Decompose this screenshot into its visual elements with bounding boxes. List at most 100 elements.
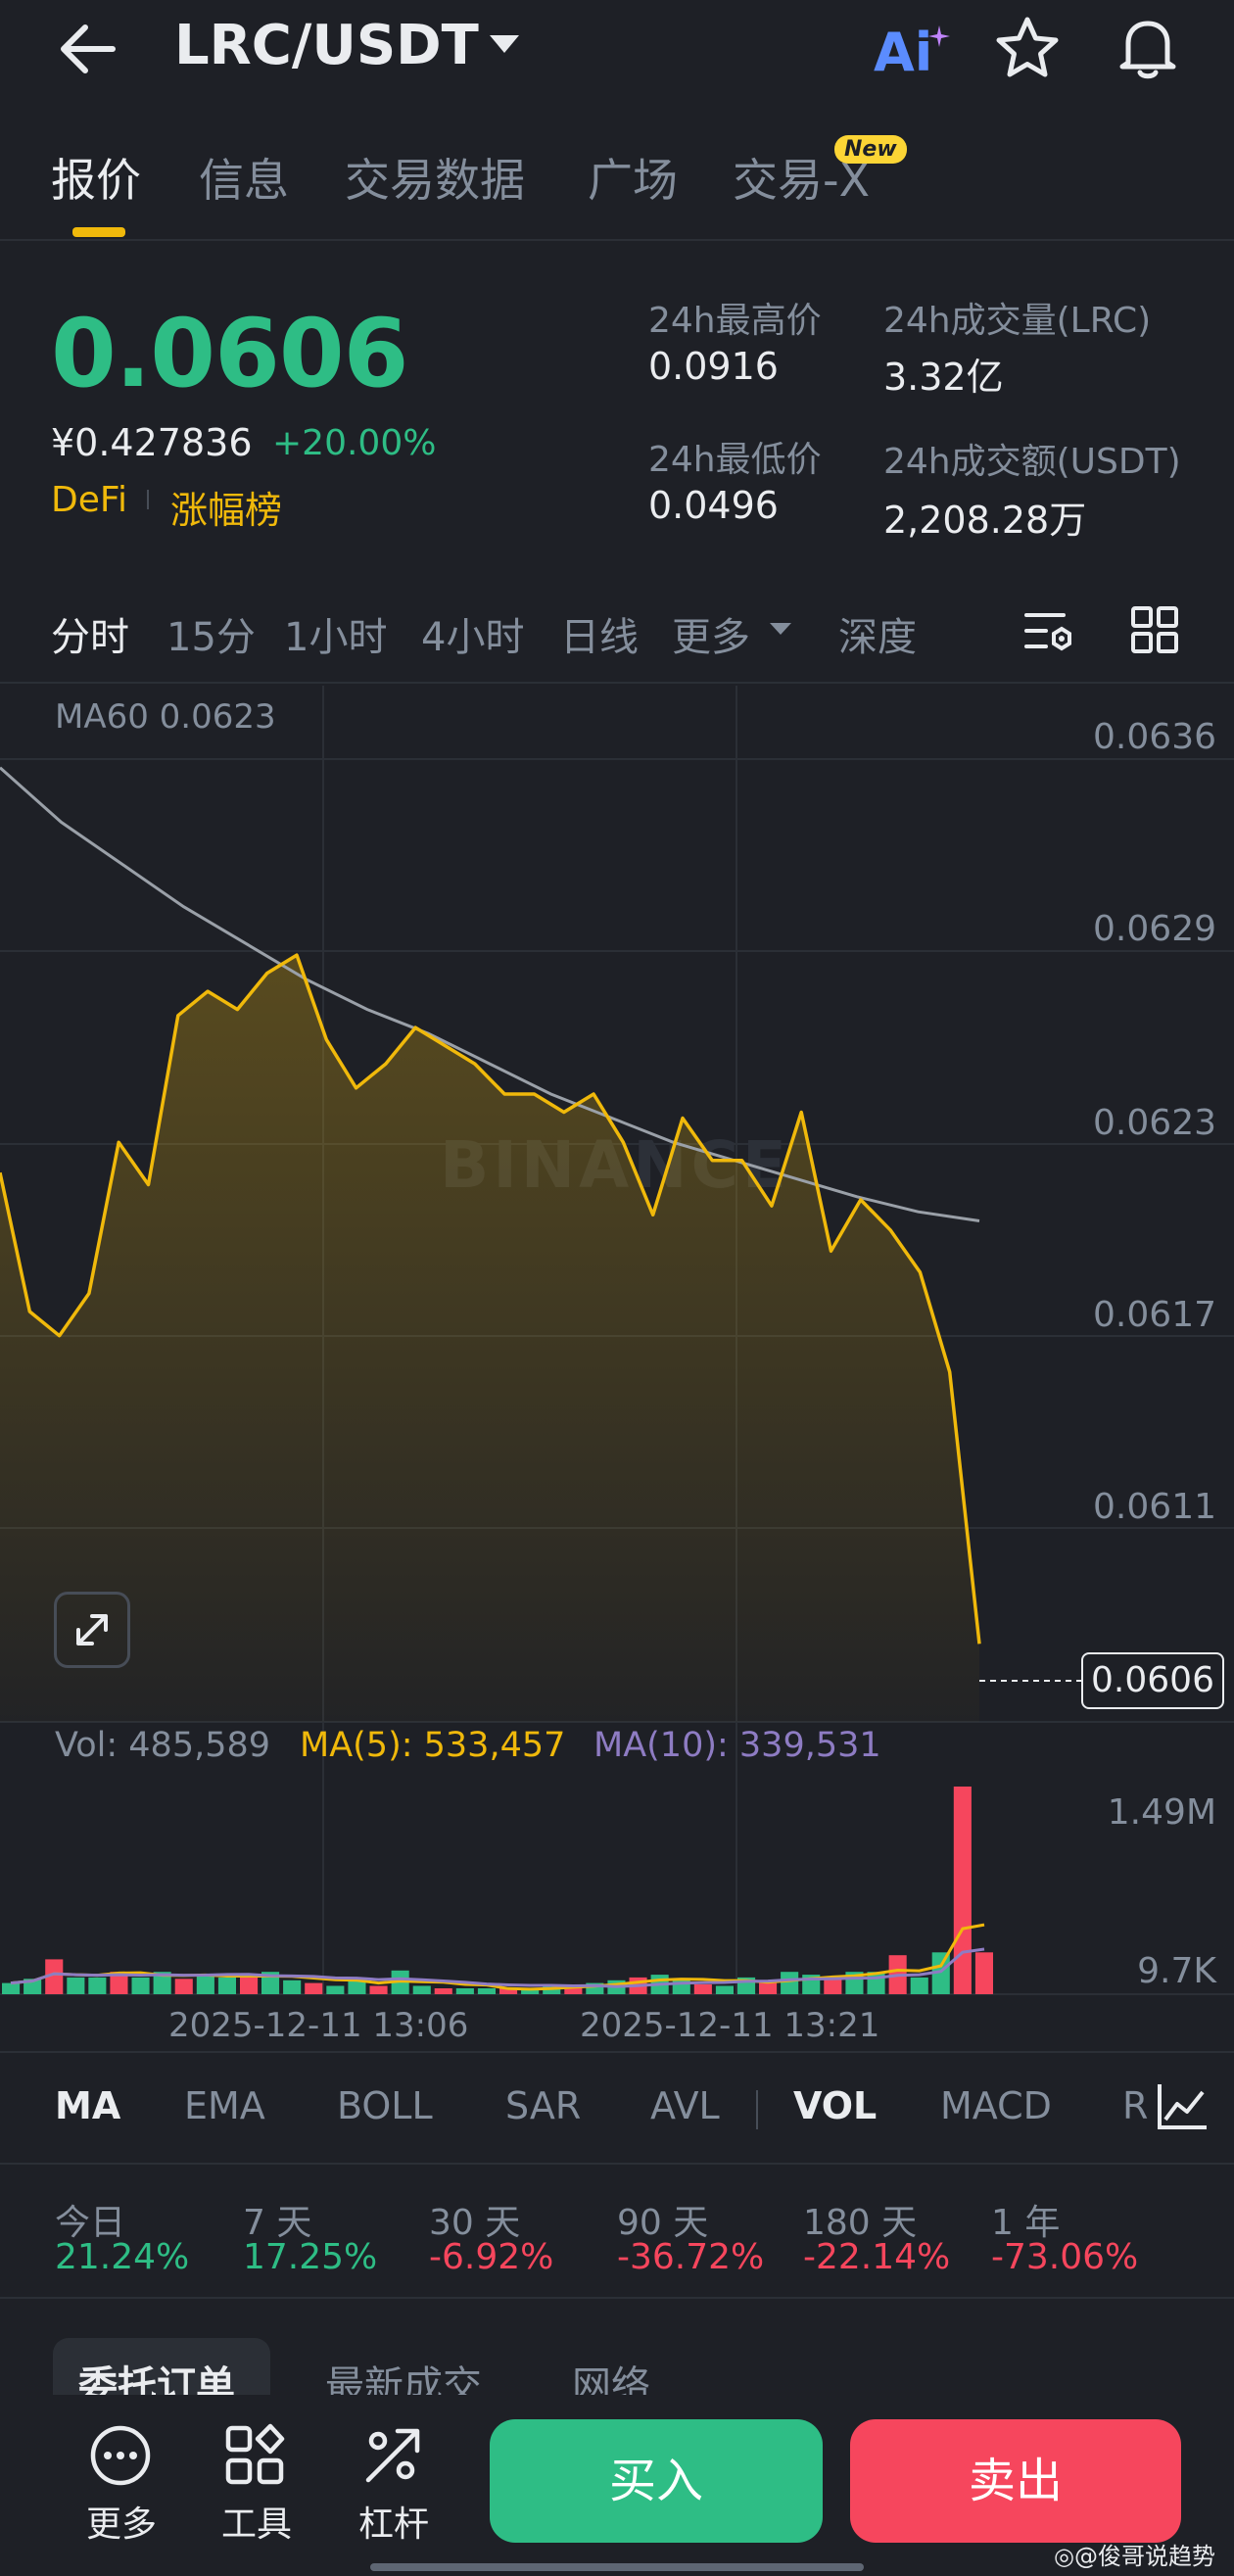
home-indicator xyxy=(370,2563,864,2571)
volume-min-label: 9.7K xyxy=(1137,1951,1216,1991)
price-change-percent: +20.00% xyxy=(272,423,437,463)
timeframe-more[interactable]: 更多 xyxy=(672,615,750,660)
leverage-label[interactable]: 杠杆 xyxy=(358,2504,430,2545)
volume-bar xyxy=(283,1980,302,1994)
y-axis-label: 0.0623 xyxy=(1093,1103,1216,1143)
volume-bar xyxy=(564,1984,583,1994)
tab-recent-trades[interactable]: 最新成交 xyxy=(325,2363,482,2395)
price-area-fill xyxy=(0,955,979,1722)
last-price: 0.0606 xyxy=(51,299,408,408)
divider xyxy=(0,2163,1234,2165)
fullscreen-button[interactable] xyxy=(54,1592,130,1668)
category-tag-gainers[interactable]: 涨幅榜 xyxy=(170,489,283,532)
y-axis-label: 0.0629 xyxy=(1093,909,1216,949)
tab-trading-data[interactable]: 交易数据 xyxy=(345,154,525,207)
divider xyxy=(0,239,1234,241)
indicator-macd[interactable]: MACD xyxy=(940,2084,1052,2127)
category-tag-defi[interactable]: DeFi xyxy=(51,480,127,520)
timeframe-line[interactable]: 分时 xyxy=(51,615,129,660)
leverage-icon[interactable] xyxy=(360,2423,425,2488)
volume-max-label: 1.49M xyxy=(1107,1792,1216,1833)
timeframe-1h[interactable]: 1小时 xyxy=(284,615,388,660)
perf-value-1y: -73.06% xyxy=(991,2237,1139,2277)
tools-icon[interactable] xyxy=(223,2423,288,2488)
volume-bar xyxy=(434,1988,452,1994)
timeframe-1d[interactable]: 日线 xyxy=(560,615,639,660)
volume-bar xyxy=(217,1977,236,1994)
volume-bar xyxy=(455,1988,474,1994)
indicator-avl[interactable]: AVL xyxy=(650,2084,720,2127)
volume-bar xyxy=(781,1972,799,1994)
indicator-settings-icon[interactable] xyxy=(1156,2080,1210,2133)
volume-bar xyxy=(196,1975,214,1994)
active-tab-indicator xyxy=(72,227,125,237)
volume-bar xyxy=(521,1988,540,1994)
price-chart[interactable]: BINANCE xyxy=(0,682,1234,2053)
perf-label-90d: 90 天 xyxy=(617,2203,709,2243)
favorite-star-icon[interactable] xyxy=(994,15,1061,81)
trading-pair-title[interactable]: LRC/USDT xyxy=(174,14,479,77)
low-value: 0.0496 xyxy=(648,484,779,527)
tools-label[interactable]: 工具 xyxy=(221,2504,293,2545)
x-axis-date: 2025-12-11 13:21 xyxy=(580,2006,880,2045)
volume-bar xyxy=(110,1972,128,1994)
indicator-ma[interactable]: MA xyxy=(55,2084,121,2127)
new-badge: New xyxy=(834,135,907,164)
ai-assistant-button[interactable]: Ai xyxy=(874,22,933,83)
tab-info[interactable]: 信息 xyxy=(199,154,289,207)
timeframe-4h[interactable]: 4小时 xyxy=(421,615,525,660)
indicator-ema[interactable]: EMA xyxy=(184,2084,265,2127)
volume-label: 24h成交量(LRC) xyxy=(883,301,1152,341)
volume-bar xyxy=(499,1988,518,1994)
more-label[interactable]: 更多 xyxy=(86,2504,158,2545)
chart-settings-icon[interactable] xyxy=(1022,607,1075,656)
more-dots-icon[interactable] xyxy=(88,2423,153,2488)
perf-label-7d: 7 天 xyxy=(243,2203,312,2243)
expand-icon xyxy=(76,1614,108,1646)
tab-quote[interactable]: 报价 xyxy=(51,154,141,207)
main-tabs: 报价 信息 交易数据 广场 交易-X New xyxy=(0,135,1234,243)
sell-button[interactable]: 卖出 xyxy=(850,2419,1181,2543)
volume-bar xyxy=(759,1982,778,1994)
tab-network[interactable]: 网络 xyxy=(572,2363,650,2395)
grid-layout-icon[interactable] xyxy=(1130,605,1179,654)
volume-bar xyxy=(412,1985,431,1994)
indicator-vol[interactable]: VOL xyxy=(793,2084,878,2127)
top-header: LRC/USDT Ai xyxy=(0,0,1234,108)
low-label: 24h最低价 xyxy=(648,440,822,480)
volume-ma5-legend: MA(5): 533,457 xyxy=(300,1726,566,1765)
buy-button[interactable]: 买入 xyxy=(490,2419,823,2543)
volume-bar xyxy=(715,1985,734,1994)
high-value: 0.0916 xyxy=(648,345,779,388)
perf-value-180d: -22.14% xyxy=(803,2237,951,2277)
volume-bar xyxy=(931,1952,950,1994)
volume-bar xyxy=(910,1977,928,1994)
depth-tab[interactable]: 深度 xyxy=(838,615,917,660)
indicator-rsi[interactable]: R xyxy=(1122,2084,1149,2127)
perf-label-today: 今日 xyxy=(55,2203,126,2243)
perf-label-30d: 30 天 xyxy=(429,2203,521,2243)
volume-bar xyxy=(67,1977,85,1994)
volume-bar xyxy=(824,1977,842,1994)
tag-separator xyxy=(147,490,149,509)
indicator-sar[interactable]: SAR xyxy=(505,2084,582,2127)
price-line xyxy=(0,953,981,1645)
chevron-down-icon[interactable] xyxy=(488,33,521,57)
indicator-boll[interactable]: BOLL xyxy=(337,2084,433,2127)
timeframe-15m[interactable]: 15分 xyxy=(166,615,256,660)
tab-square[interactable]: 广场 xyxy=(588,154,678,207)
y-axis-label: 0.0617 xyxy=(1093,1295,1216,1335)
back-arrow-icon[interactable] xyxy=(54,20,122,78)
volume-ma10-legend: MA(10): 339,531 xyxy=(593,1726,881,1765)
tab-open-orders[interactable]: 委托订单 xyxy=(78,2363,235,2395)
volume-bar xyxy=(240,1977,259,1994)
volume-value: 3.32亿 xyxy=(883,356,1004,399)
divider xyxy=(0,2051,1234,2053)
notification-bell-icon[interactable] xyxy=(1115,14,1181,80)
divider xyxy=(0,682,1234,684)
volume-bar xyxy=(153,1972,171,1994)
volume-bar xyxy=(305,1982,323,1994)
chevron-down-icon xyxy=(770,623,791,635)
ma60-legend: MA60 0.0623 xyxy=(55,697,276,737)
sparkle-icon xyxy=(928,25,950,47)
